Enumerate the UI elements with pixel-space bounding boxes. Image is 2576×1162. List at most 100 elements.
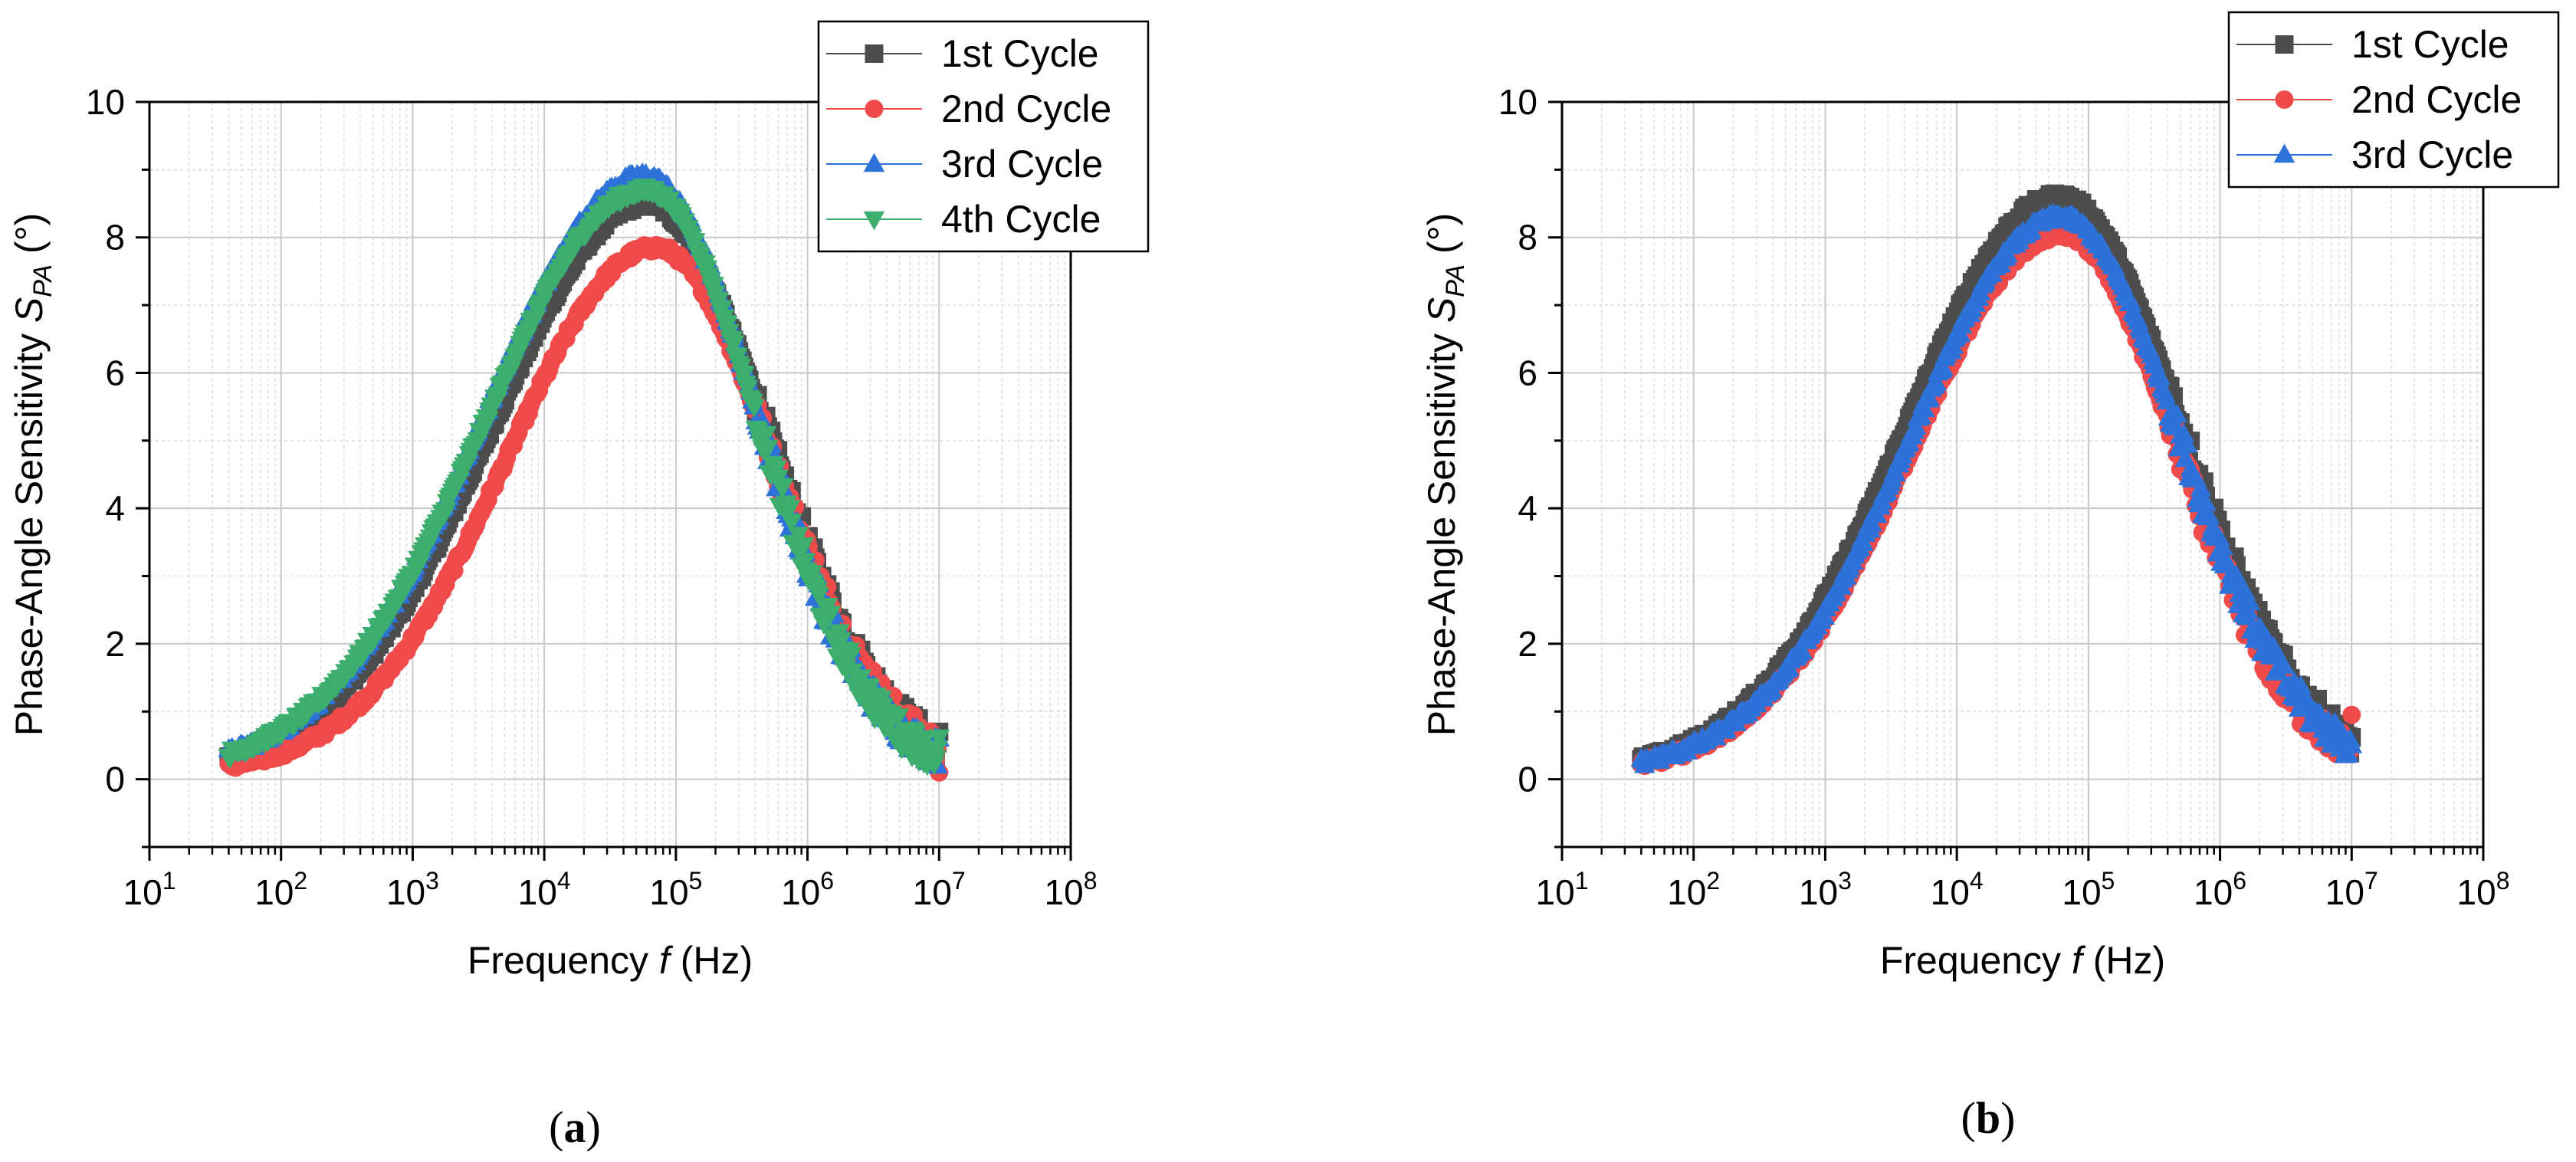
x-tick-label: 105 — [2062, 867, 2115, 912]
data-point — [448, 471, 471, 491]
data-point — [2226, 564, 2247, 584]
data-point — [808, 586, 830, 606]
data-point — [779, 500, 801, 519]
panel-label: (b) — [1961, 1093, 2016, 1143]
grid — [1561, 101, 2484, 848]
y-tick-label: 8 — [1518, 218, 1537, 258]
x-tick-label: 102 — [254, 867, 307, 912]
legend: 1st Cycle 2nd Cycle 3rd Cycle — [2227, 11, 2560, 189]
panel-label: (a) — [549, 1102, 601, 1152]
data-point — [524, 310, 546, 330]
x-tick-label: 108 — [1045, 867, 1098, 912]
legend-label: 3rd Cycle — [941, 143, 1103, 185]
x-axis-title: Frequency f (Hz) — [468, 939, 753, 982]
data-point — [2195, 491, 2217, 511]
legend-label: 2nd Cycle — [941, 87, 1111, 130]
data-point — [888, 708, 909, 727]
data-point — [2190, 477, 2212, 497]
x-tick-label: 103 — [386, 867, 439, 912]
data-point — [925, 750, 947, 770]
y-tick-label: 2 — [1518, 624, 1537, 664]
data-point — [792, 537, 815, 556]
x-tick-label: 108 — [2457, 867, 2510, 912]
data-point — [723, 335, 745, 354]
series-4th-cycle — [218, 178, 950, 776]
x-tick-label: 101 — [123, 867, 176, 912]
data-point — [1918, 387, 1941, 407]
x-tick-label: 106 — [781, 867, 834, 912]
series-group — [1630, 184, 2363, 776]
data-point — [2342, 705, 2361, 724]
data-point — [1925, 371, 1948, 391]
x-tick-label: 104 — [1931, 867, 1984, 912]
data-point — [772, 478, 794, 497]
x-tick-label: 105 — [649, 867, 702, 912]
legend-marker — [2273, 143, 2295, 163]
data-point — [737, 379, 759, 399]
data-point — [2212, 536, 2233, 556]
x-axis-title: Frequency f (Hz) — [1880, 939, 2165, 982]
legend-label: 4th Cycle — [941, 198, 1101, 241]
data-point — [743, 399, 765, 418]
x-tick-label: 104 — [518, 867, 571, 912]
plot-frame — [148, 100, 1072, 849]
x-axis: 101 102 103 104 105 106 107 108 — [123, 847, 1098, 912]
legend-label: 2nd Cycle — [2351, 78, 2522, 121]
data-point — [409, 553, 432, 573]
data-point — [2290, 675, 2312, 694]
data-point — [711, 300, 733, 320]
legend-marker — [2275, 35, 2294, 54]
data-point — [2239, 591, 2261, 611]
data-point — [1932, 357, 1954, 376]
series-group — [218, 162, 950, 782]
data-point — [819, 606, 842, 625]
legend-marker — [863, 211, 885, 231]
legend-marker — [865, 100, 884, 118]
data-point — [2149, 366, 2171, 386]
data-point — [2176, 433, 2198, 453]
data-point — [477, 411, 499, 431]
data-point — [801, 565, 823, 584]
x-tick-label: 102 — [1667, 867, 1720, 912]
x-tick-label: 107 — [913, 867, 966, 912]
y-tick-label: 4 — [105, 488, 125, 528]
legend-marker — [2275, 90, 2294, 109]
data-point — [787, 527, 809, 546]
data-point — [755, 425, 777, 445]
x-tick-label: 107 — [2325, 867, 2378, 912]
data-point — [794, 553, 816, 573]
legend-marker — [863, 153, 885, 172]
y-tick-label: 6 — [105, 353, 125, 392]
legend-label: 1st Cycle — [941, 32, 1099, 75]
data-point — [757, 439, 779, 459]
chart-panel-a: 101 102 103 104 105 106 107 108 0 2 4 6 8 10 Frequency… — [8, 20, 1150, 1152]
data-point — [2166, 403, 2188, 423]
legend: 1st Cycle 2nd Cycle 3rd Cycle 4th Cycle — [817, 20, 1150, 253]
data-point — [914, 730, 937, 750]
data-point — [2120, 292, 2142, 311]
x-axis: 101 102 103 104 105 106 107 108 — [1536, 847, 2510, 912]
y-tick-label: 10 — [86, 82, 125, 122]
data-point — [1791, 640, 1813, 660]
y-tick-label: 0 — [105, 760, 125, 799]
data-point — [840, 647, 862, 666]
y-tick-label: 10 — [1498, 82, 1537, 122]
y-tick-label: 2 — [105, 624, 125, 664]
data-point — [2156, 390, 2177, 410]
y-axis: 0 2 4 6 8 10 — [86, 82, 149, 849]
legend-label: 3rd Cycle — [2351, 133, 2513, 176]
chart-panel-b: 101 102 103 104 105 106 107 108 0 2 4 6 8 10 Frequency… — [1420, 11, 2560, 1143]
plot-frame — [1560, 100, 2485, 849]
series-3rd-cycle — [1630, 202, 2363, 773]
y-axis-title: Phase-Angle Sensitivity SPA (°) — [1420, 213, 1470, 737]
data-point — [2272, 655, 2295, 674]
y-tick-label: 6 — [1518, 353, 1537, 392]
data-point — [2198, 505, 2220, 525]
x-tick-label: 103 — [1799, 867, 1852, 912]
y-tick-label: 4 — [1518, 488, 1537, 528]
data-point — [435, 502, 457, 521]
legend-marker — [865, 44, 884, 63]
data-point — [927, 740, 948, 760]
y-axis: 0 2 4 6 8 10 — [1498, 82, 1562, 849]
